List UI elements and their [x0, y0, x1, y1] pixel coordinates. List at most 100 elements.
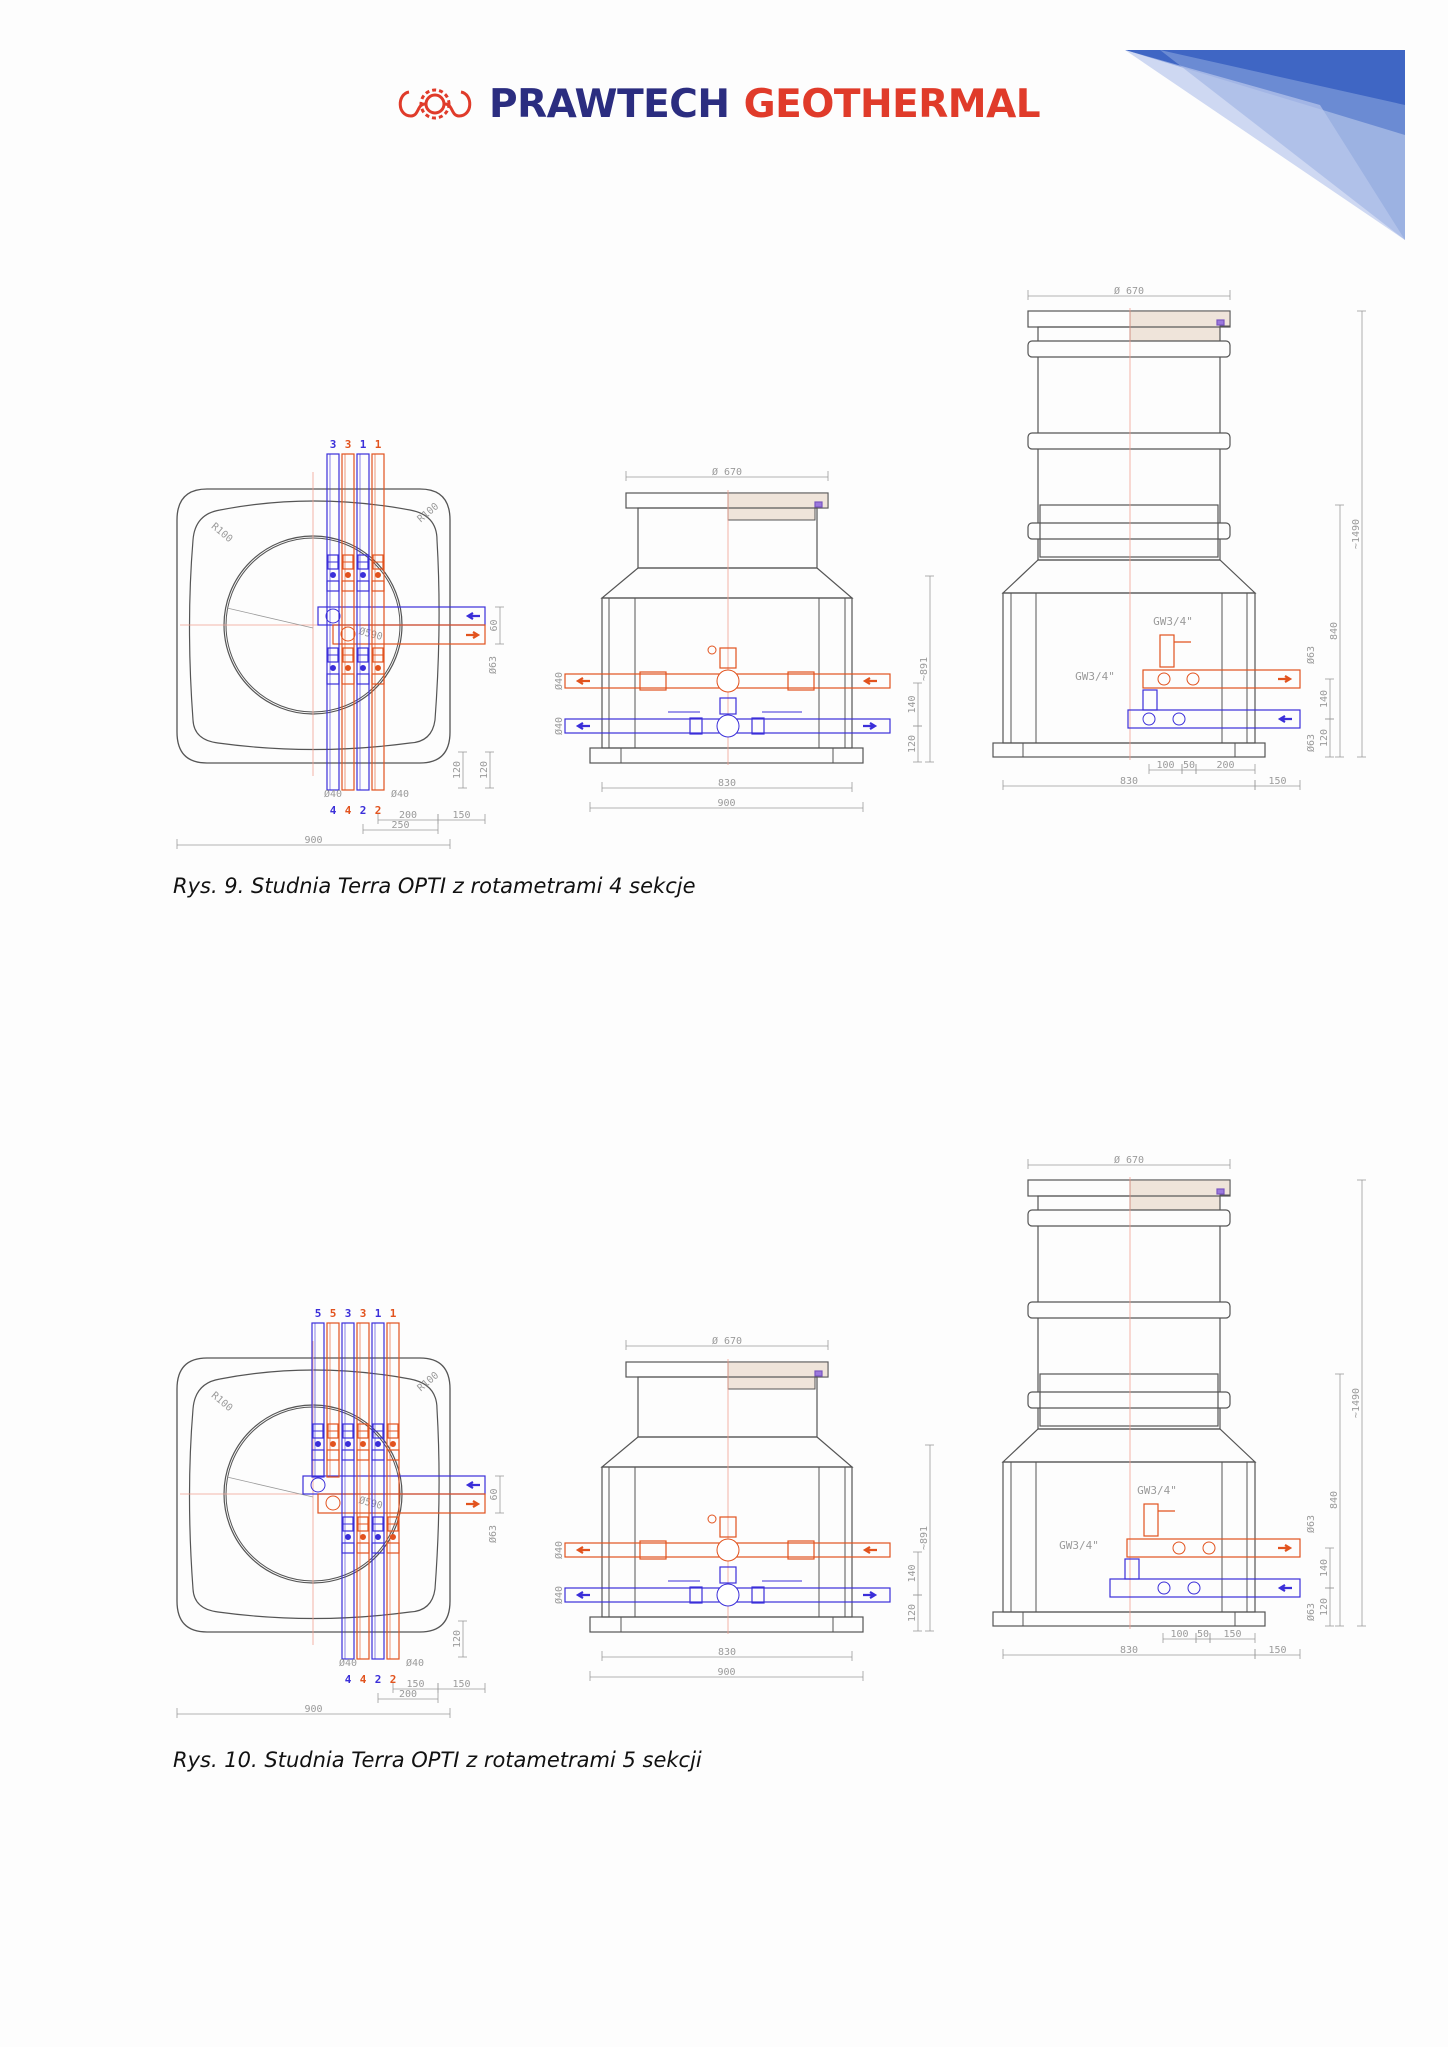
dimension-label: 840 — [1329, 1491, 1340, 1509]
loop-number-label: 4 — [360, 1673, 367, 1686]
valve-nut — [371, 580, 385, 592]
well-inner-outline — [188, 500, 440, 751]
dimension-label: GW3/4" — [1137, 1484, 1177, 1497]
dimension-label: Ø40 — [339, 1657, 357, 1669]
valve-nut — [371, 1449, 385, 1461]
dimension-label: 150 — [406, 1679, 424, 1690]
dimension-label: ~1490 — [1351, 519, 1362, 549]
valve-nut — [356, 1449, 370, 1461]
shaft-extension — [1039, 1373, 1219, 1427]
dimension-label: Ø590 — [358, 1494, 384, 1512]
dimension-label: Ø40 — [324, 788, 342, 800]
loop-number-label: 4 — [345, 804, 352, 817]
loop-number-label: 4 — [345, 1673, 352, 1686]
arrow-left-icon — [575, 1591, 590, 1599]
shaft-ring — [1027, 1391, 1231, 1409]
dimension-label: 900 — [717, 1667, 735, 1678]
shaft-ring — [1027, 522, 1231, 540]
return-manifold — [302, 1475, 486, 1495]
dimension-label: 900 — [304, 1704, 322, 1715]
arrow-left-icon — [575, 722, 590, 730]
loop-number-label: 3 — [345, 1307, 352, 1320]
dimension-label: 830 — [1120, 776, 1138, 787]
figure-caption: Rys. 10. Studnia Terra OPTI z rotametram… — [173, 1748, 702, 1772]
supply-manifold — [317, 1493, 486, 1514]
loop-number-label: 3 — [345, 438, 352, 451]
well-inner-outline — [188, 1369, 440, 1620]
arrow-left-icon — [575, 677, 590, 685]
valve-knob — [345, 665, 351, 671]
rotameter-port — [1157, 672, 1171, 686]
dimension-label: 60 — [489, 619, 500, 631]
company-logo: PRAWTECH GEOTHERMAL — [395, 76, 1041, 132]
manifold-port — [340, 626, 356, 642]
loop-pipe — [326, 453, 340, 791]
base-plate — [589, 747, 864, 764]
dimension-label: 150 — [452, 1679, 470, 1690]
shaft-ring — [1027, 1301, 1231, 1319]
dimension-label: Ø 670 — [712, 1335, 742, 1347]
valve-knob — [360, 1534, 366, 1540]
lid-seal — [814, 501, 823, 508]
well-outer-outline — [176, 488, 451, 764]
pipe-fitting — [639, 1540, 667, 1560]
loop-number-label: 1 — [375, 1307, 382, 1320]
lid-section-fill — [1129, 1179, 1231, 1211]
dimension-label: Ø63 — [487, 656, 499, 674]
dimension-label: Ø40 — [553, 1586, 565, 1604]
dimension-label: 900 — [717, 798, 735, 809]
rotameter-port — [1187, 1581, 1201, 1595]
valve-knob — [360, 1441, 366, 1447]
valve-nut — [326, 580, 340, 592]
ball-valve — [689, 1586, 703, 1604]
dimension-label: Ø40 — [406, 1657, 424, 1669]
valve-knob — [345, 1441, 351, 1447]
figure-caption: Rys. 9. Studnia Terra OPTI z rotametrami… — [173, 874, 696, 898]
valve-knob — [375, 1441, 381, 1447]
valve-knob — [330, 572, 336, 578]
dimension-label: GW3/4" — [1059, 1539, 1099, 1552]
dimension-label: 120 — [452, 1630, 463, 1648]
valve-nut — [341, 1449, 355, 1461]
cone — [1001, 559, 1257, 594]
loop-pipe — [371, 453, 385, 791]
valve-knob — [360, 665, 366, 671]
valve — [719, 647, 737, 669]
dimension-label: Ø 670 — [712, 466, 742, 478]
valve-knob — [375, 665, 381, 671]
dimension-label: 830 — [718, 778, 736, 789]
pipe-fitting — [787, 671, 815, 691]
shaft-ring — [1027, 432, 1231, 450]
logo-word-geothermal: GEOTHERMAL — [743, 81, 1041, 127]
rotameter-port — [1172, 712, 1186, 726]
arrow-left-icon — [575, 1546, 590, 1554]
dimension-label: 140 — [907, 1564, 918, 1582]
valve-nut — [386, 1449, 400, 1461]
supply-manifold — [1126, 1538, 1301, 1558]
valve-handle — [707, 645, 717, 655]
dimension-label: Ø40 — [553, 717, 565, 735]
shaft-extension — [1039, 504, 1219, 558]
vent-valve — [1143, 1503, 1159, 1537]
gear-waves-logo-icon — [398, 88, 472, 120]
dimension-label: ~891 — [919, 1526, 930, 1550]
dimension-label: 200 — [1216, 760, 1234, 771]
cone — [1001, 1428, 1257, 1463]
loop-pipe — [341, 453, 355, 791]
dimension-label: GW3/4" — [1153, 615, 1193, 628]
dimension-label: ~891 — [919, 657, 930, 681]
base-plate — [992, 1611, 1266, 1627]
dimension-label: 830 — [1120, 1645, 1138, 1656]
tee-fitting — [716, 714, 740, 738]
dimension-label: 140 — [907, 695, 918, 713]
lid-seal — [1216, 319, 1225, 326]
valve-nut — [341, 580, 355, 592]
arrow-right-icon — [1278, 1544, 1293, 1552]
dimension-label: 100 — [1156, 760, 1174, 771]
dimension-label: ~1490 — [1351, 1388, 1362, 1418]
arrow-left-icon — [862, 677, 877, 685]
dimension-label: 60 — [489, 1488, 500, 1500]
base-plate — [992, 742, 1266, 758]
vent-valve — [1159, 634, 1175, 668]
dimension-label: 120 — [907, 1604, 918, 1622]
